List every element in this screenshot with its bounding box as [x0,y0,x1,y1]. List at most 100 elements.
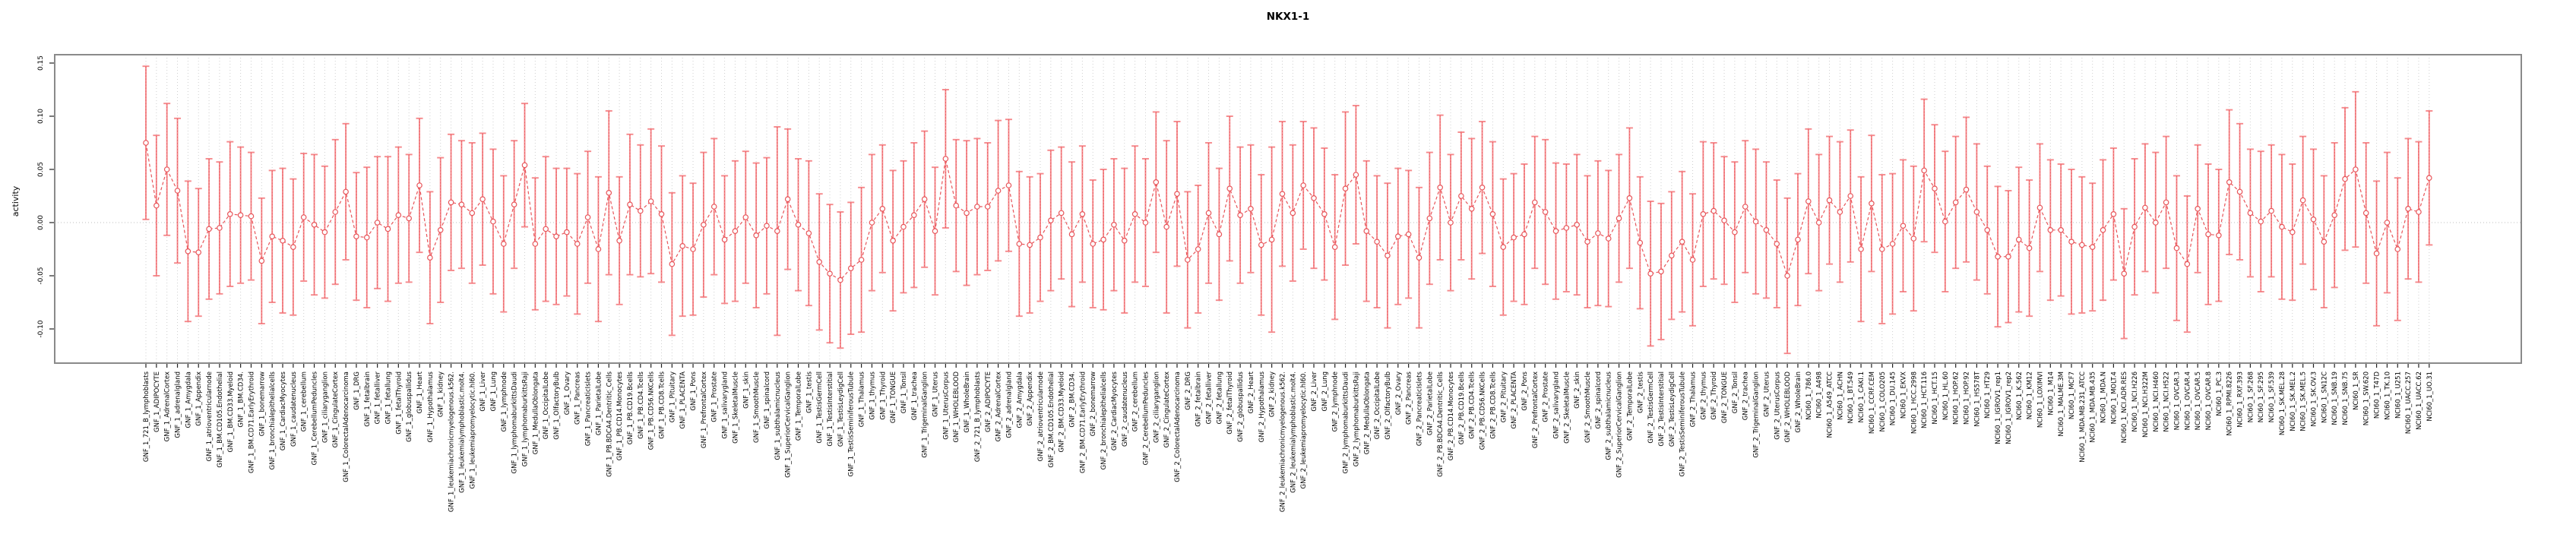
x-tick-label: GNF_2_caudatenucleus [1122,371,1129,447]
mean-marker [1226,185,1233,192]
mean-marker [1448,220,1454,226]
mean-marker [584,214,591,220]
mean-marker [1952,199,1959,206]
x-tick-label: GNF_1_BM.CD34. [238,371,245,428]
x-tick-label: GNF_1_lymphnode [501,371,508,431]
x-tick-label: GNF_1_subthalamicnucleus [774,371,782,460]
mean-marker [511,201,517,208]
mean-marker [2015,236,2022,243]
x-tick-label: NCI60_1_UACC.62 [2416,371,2423,430]
x-tick-label: GNF_1_WholeBrain [964,371,971,433]
mean-marker [658,210,665,217]
mean-marker [732,228,739,235]
x-tick-label: GNF_2_subthalamicnucleus [1606,371,1613,460]
mean-marker [2258,218,2264,225]
mean-marker [1710,207,1717,214]
x-tick-label: NCI60_1_K.562 [2016,371,2024,420]
x-tick-label: GNF_2_bonemarrow [1090,371,1097,436]
x-tick-label: NCI60_1_RPMI.8226 [2226,371,2234,436]
x-tick-label: GNF_2_721_B_lymphoblasts [974,371,982,462]
mean-marker [174,188,181,194]
x-tick-label: GNF_1_OccipitalLobe [543,371,550,439]
mean-marker [1090,241,1097,247]
x-tick-label: NCI60_1_NCI.H522 [2163,371,2171,432]
mean-marker [2142,204,2148,211]
mean-marker [2310,216,2317,223]
mean-marker [1511,234,1517,241]
mean-marker [226,210,233,217]
x-tick-label: GNF_2_skin [1574,371,1581,409]
mean-marker [458,201,465,208]
mean-marker [258,258,265,264]
mean-marker [1458,193,1464,199]
x-tick-label: GNF_2_PB.CD14.Monocytes [1448,371,1455,460]
mean-marker [280,237,286,244]
x-tick-label: GNF_1_Hypothalamus [427,371,435,442]
x-tick-label: GNF_1_Appendix [195,371,203,426]
x-tick-label: GNF_1_PLACENTA [679,371,687,429]
mean-marker [300,214,307,220]
x-tick-label: GNF_2_bronchialepithelialcells [1100,371,1108,469]
mean-marker [321,229,328,235]
mean-marker [1669,252,1675,259]
x-tick-label: NCI60_1_SNB.75 [2342,371,2350,425]
mean-marker [1878,246,1885,252]
mean-marker [1616,215,1622,222]
x-tick-label: GNF_1_Heart [416,371,424,413]
x-tick-label: GNF_2_TestisInterstitial [1658,371,1666,447]
x-tick-label: GNF_1_CardiacMyocytes [280,371,287,450]
mean-marker [1079,210,1086,217]
x-tick-label: NCI60_1_IGROV1_rep2 [2005,371,2013,444]
y-tick-label: 0.10 [37,109,45,124]
mean-marker [1195,246,1201,252]
mean-marker [2068,239,2074,245]
x-tick-label: NCI60_1_SK.MEL.28 [2279,371,2286,435]
mean-marker [2373,250,2380,257]
x-tick-label: GNF_2_thymus [1700,371,1707,419]
mean-marker [374,220,381,226]
mean-marker [2331,212,2337,219]
x-tick-label: NCI60_1_IGROV1_rep1 [1995,371,2002,444]
x-tick-label: GNF_1_salivarygland [722,371,729,439]
x-tick-label: GNF_1_leukemialymphoblastic.molt4. [458,371,466,493]
mean-marker [1532,199,1538,206]
x-tick-label: GNF_1_TemporalLobe [796,371,803,441]
x-tick-label: GNF_1_Thyroid [879,371,887,420]
x-tick-label: GNF_1_lymphomaburkittsRaji [521,371,529,466]
x-tick-label: GNF_2_BM.CD71.EarlyErythroid [1079,371,1087,473]
x-tick-label: GNF_1_cerebellum [301,371,309,431]
mean-marker [1068,231,1075,238]
x-tick-label: NCI60_1_SF.268 [2247,371,2255,422]
x-tick-label: GNF_2_PB.CD4.Tcells [1469,371,1476,438]
x-tick-label: GNF_1_atrioventricularnode [206,371,214,461]
mean-marker [1037,234,1043,241]
x-tick-label: GNF_1_Lung [490,371,498,412]
x-tick-label: GNF_2_lymphomaburkittsRaji [1353,371,1360,466]
x-tick-label: NCI60_1_SW.620 [2363,371,2371,425]
x-tick-label: GNF_1_spinalcord [764,371,771,429]
mean-marker [1131,210,1138,217]
x-tick-label: NCI60_1_A498 [1816,371,1824,419]
x-tick-label: GNF_2_Ovary [1395,371,1403,415]
y-tick-label: 0.15 [37,55,45,71]
x-tick-label: GNF_2_lymphomaburkittsDaudi [1343,371,1350,473]
mean-marker [1121,237,1128,244]
x-tick-label: NCI60_1_DU.145 [1890,371,1897,425]
x-tick-label: GNF_2_leukemiachronicmyelogenous.k562. [1279,371,1286,512]
x-tick-label: GNF_2_ParietalLobe [1426,371,1434,435]
mean-marker [1595,230,1601,236]
mean-marker [595,246,602,252]
mean-marker [1584,239,1590,245]
x-tick-label: GNF_2_TrigeminalGanglion [1753,371,1761,458]
x-tick-label: NCI60_1_SK.MEL.2 [2290,371,2297,431]
x-tick-label: GNF_2_PB.CD8.Tcells [1489,371,1497,438]
mean-marker [1216,231,1223,238]
x-tick-label: GNF_1_PB.CD4.Tcells [638,371,645,438]
mean-marker [1963,186,1970,193]
x-tick-label: GNF_1_TestisLeydigCell [837,371,845,447]
x-tick-label: GNF_2_lymphnode [1332,371,1340,431]
x-tick-label: GNF_1_globuspallidus [406,371,413,441]
mean-marker [606,190,612,196]
mean-marker [638,207,644,214]
mean-marker [1921,167,1927,174]
